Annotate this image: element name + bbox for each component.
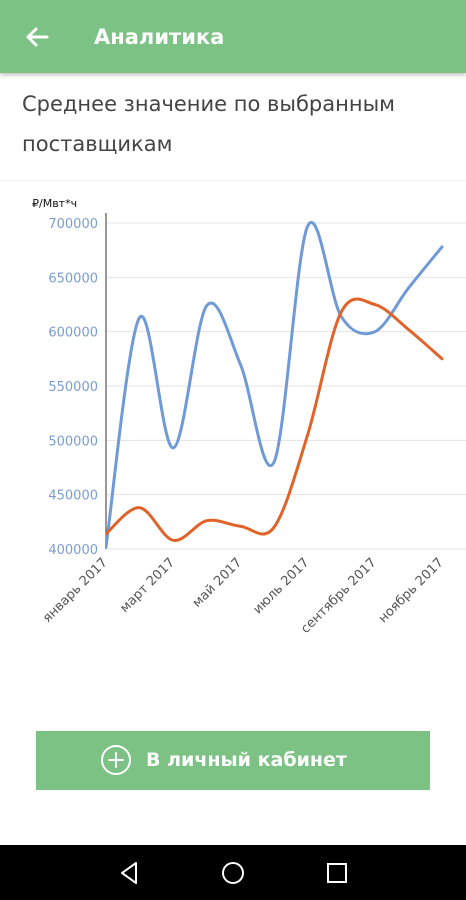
nav-back-triangle-icon[interactable] (113, 857, 145, 889)
y-tick-label: 700000 (48, 217, 98, 232)
y-tick-label: 650000 (48, 271, 98, 286)
chart-subtitle-line-1: Среднее значение по выбранным (22, 92, 395, 116)
x-tick-label: май 2017 (190, 555, 245, 610)
personal-account-button-label: В личный кабинет (146, 749, 347, 771)
series-line-1 (106, 221, 444, 549)
x-tick-label: январь 2017 (40, 555, 111, 626)
x-tick-label: июль 2017 (250, 555, 312, 617)
system-nav-bar (0, 845, 466, 900)
plus-circle-icon (101, 745, 131, 775)
x-tick-label: март 2017 (117, 555, 178, 616)
y-tick-label: 500000 (48, 434, 98, 449)
y-tick-label: 400000 (48, 543, 98, 558)
personal-account-button[interactable]: В личный кабинет (36, 731, 430, 790)
page-title: Аналитика (94, 25, 225, 49)
back-arrow-icon[interactable] (20, 20, 54, 54)
y-tick-label: 600000 (48, 326, 98, 341)
chart-subtitle-line-2: поставщикам (22, 132, 173, 156)
y-tick-label: 450000 (48, 489, 98, 504)
chart-subtitle: Среднее значение по выбранным поставщика… (22, 84, 452, 164)
nav-recents-square-icon[interactable] (321, 857, 353, 889)
series-line-2 (106, 297, 444, 542)
y-tick-label: 550000 (48, 380, 98, 395)
divider (0, 180, 466, 181)
nav-home-circle-icon[interactable] (217, 857, 249, 889)
x-tick-label: ноябрь 2017 (376, 555, 447, 626)
line-chart: 700000 650000 600000 550000 500000 450000 4000… (0, 185, 466, 665)
y-axis-label: ₽/Мвт*ч (32, 197, 77, 210)
line-chart-svg: 700000 650000 600000 550000 500000 450000 4000… (32, 197, 466, 637)
app-bar: Аналитика (0, 0, 466, 73)
